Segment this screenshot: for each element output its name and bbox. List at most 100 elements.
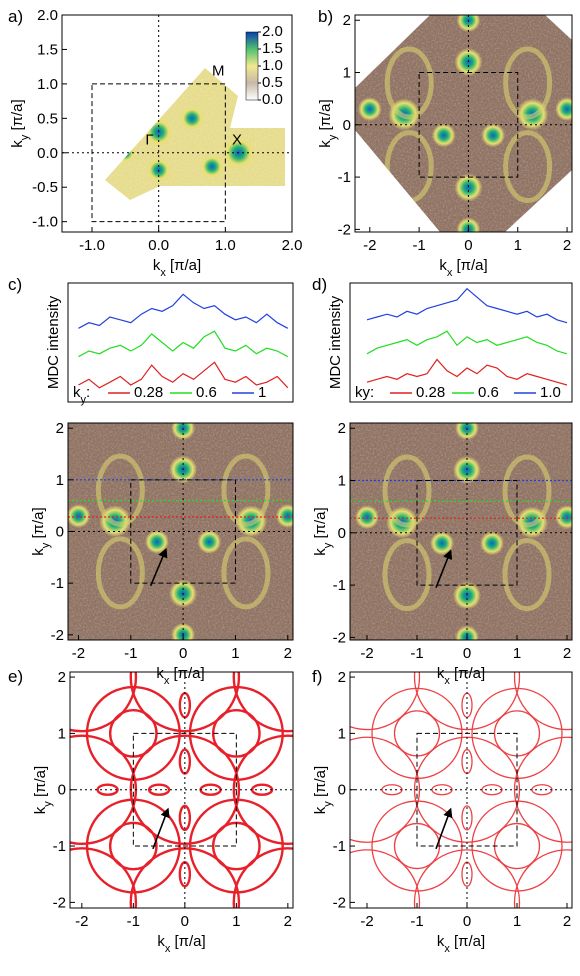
y-tick-label: -1 xyxy=(338,169,351,186)
x-axis-label-part: [π/a] xyxy=(169,665,204,682)
fermi-contour xyxy=(28,848,136,956)
x-tick-label: 2 xyxy=(284,913,292,930)
x-tick-label: 0 xyxy=(179,645,187,662)
fermi-contour xyxy=(315,850,420,955)
x-tick-label: 0.0 xyxy=(148,237,169,254)
fermi-contour xyxy=(234,848,342,956)
x-tick-label: 2.0 xyxy=(282,237,303,254)
x-tick-label: 1.0 xyxy=(215,237,236,254)
panel-label: c) xyxy=(8,275,22,294)
y-axis-label: ky [π/a] xyxy=(32,766,54,814)
intensity-spot xyxy=(555,97,579,121)
intensity-spot xyxy=(454,174,482,202)
intensity-spot xyxy=(200,155,224,179)
y-axis-label: MDC intensity xyxy=(327,295,344,389)
y-tick-label: 1.5 xyxy=(37,41,58,58)
y-tick-label: -2 xyxy=(53,894,66,911)
annotation: Γ xyxy=(145,132,153,149)
x-axis-label: kx [π/a] xyxy=(439,257,487,279)
intensity-spot xyxy=(355,505,379,529)
panel-label: f) xyxy=(312,667,322,686)
x-tick-label: 0 xyxy=(181,913,189,930)
y-tick-label: 2 xyxy=(56,420,64,437)
y-tick-label: -2 xyxy=(338,221,351,238)
legend-label: 0.6 xyxy=(478,384,499,401)
x-axis-label-part: [π/a] xyxy=(450,933,485,950)
y-tick-label: 2.0 xyxy=(37,7,58,24)
y-axis-label-part: [π/a] xyxy=(9,99,26,134)
map-detail xyxy=(350,416,579,649)
y-tick-label: 0.0 xyxy=(37,145,58,162)
y-tick-label: 2 xyxy=(338,420,346,437)
annotation: M xyxy=(212,63,225,80)
y-axis-label: ky [π/a] xyxy=(317,99,339,147)
legend-label: 1 xyxy=(258,384,266,401)
x-axis-label: kx [π/a] xyxy=(153,257,201,279)
arrow xyxy=(153,809,168,848)
legend-label: 0.28 xyxy=(416,384,445,401)
y-axis-label-part: [π/a] xyxy=(317,99,334,134)
mdc-line xyxy=(367,331,567,354)
y-tick-label: 0 xyxy=(343,117,351,134)
colorbar xyxy=(246,32,258,100)
y-tick-label: 1 xyxy=(343,65,351,82)
plot-area xyxy=(367,289,567,385)
y-tick-label: -1.0 xyxy=(32,214,58,231)
mdc-line xyxy=(367,360,567,386)
x-tick-label: 1 xyxy=(513,645,521,662)
y-tick-label: 0.5 xyxy=(37,110,58,127)
y-axis-label: ky [π/a] xyxy=(30,507,52,555)
x-tick-label: 1 xyxy=(514,237,522,254)
y-axis-label-part: [π/a] xyxy=(312,766,329,801)
fermi-contour xyxy=(190,687,283,780)
plot-area xyxy=(350,416,579,649)
y-tick-label: 2 xyxy=(338,669,346,686)
intensity-spot xyxy=(358,97,382,121)
legend-title: ky: xyxy=(73,384,90,406)
x-axis-label-part: [π/a] xyxy=(170,933,205,950)
x-tick-label: -1.0 xyxy=(79,237,105,254)
mdc-line xyxy=(79,294,288,328)
colorbar-tick-label: 1.0 xyxy=(262,57,283,74)
intensity-spot xyxy=(481,123,505,147)
intensity-spot xyxy=(480,531,504,555)
x-tick-label: 0 xyxy=(463,645,471,662)
y-tick-label: 0 xyxy=(56,524,64,541)
y-tick-label: 0 xyxy=(338,782,346,799)
y-tick-label: -2 xyxy=(333,894,346,911)
intensity-spot xyxy=(197,530,221,554)
x-tick-label: 0 xyxy=(464,237,472,254)
x-tick-label: -1 xyxy=(124,645,137,662)
colorbar-tick-label: 2.0 xyxy=(262,23,283,40)
x-tick-label: 2 xyxy=(284,645,292,662)
y-axis-label: MDC intensity xyxy=(45,295,62,389)
y-axis-label-part: [π/a] xyxy=(32,766,49,801)
colorbar-tick-label: 1.5 xyxy=(262,40,283,57)
panel-label: a) xyxy=(8,7,23,26)
panel-label: e) xyxy=(8,667,23,686)
y-tick-label: -2 xyxy=(333,629,346,646)
y-tick-label: -0.5 xyxy=(32,179,58,196)
y-tick-label: 1 xyxy=(338,473,346,490)
x-tick-label: -1 xyxy=(127,913,140,930)
y-axis-label: ky [π/a] xyxy=(312,507,334,555)
plot-area xyxy=(355,8,579,241)
x-tick-label: -2 xyxy=(75,913,88,930)
x-axis-label: kx [π/a] xyxy=(157,933,205,955)
legend-label: 0.28 xyxy=(134,384,163,401)
y-tick-label: -1 xyxy=(333,838,346,855)
y-tick-label: 1 xyxy=(338,725,346,742)
x-axis-label: kx [π/a] xyxy=(437,665,485,687)
legend-label: 1.0 xyxy=(540,384,561,401)
y-axis-label: ky [π/a] xyxy=(9,99,31,147)
y-tick-label: -1 xyxy=(53,838,66,855)
y-tick-label: 0 xyxy=(338,525,346,542)
y-axis-label: ky [π/a] xyxy=(312,766,334,814)
x-tick-label: -1 xyxy=(410,913,423,930)
x-axis-label: kx [π/a] xyxy=(156,665,204,687)
x-axis-label-part: [π/a] xyxy=(452,257,487,274)
plot-area xyxy=(79,294,288,388)
y-tick-label: -2 xyxy=(51,627,64,644)
